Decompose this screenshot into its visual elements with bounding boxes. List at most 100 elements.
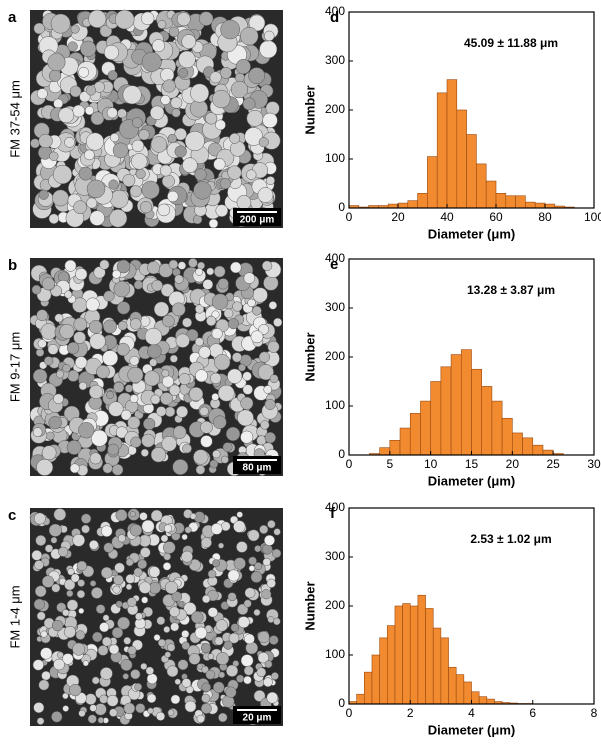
- particle: [175, 333, 190, 348]
- bar: [379, 447, 391, 456]
- particle: [141, 433, 155, 448]
- x-axis-label: Diameter (μm): [428, 226, 515, 241]
- particle: [240, 654, 254, 667]
- particle: [195, 304, 205, 314]
- particle: [213, 158, 226, 171]
- particle: [107, 70, 118, 81]
- particle: [85, 85, 97, 96]
- bar: [522, 437, 534, 456]
- bar: [356, 693, 365, 705]
- particle: [194, 168, 207, 181]
- particle: [93, 266, 106, 279]
- particle: [74, 356, 88, 369]
- bar: [485, 180, 497, 209]
- particle: [41, 670, 51, 681]
- particle: [116, 259, 131, 274]
- bar: [455, 674, 465, 705]
- particle: [238, 363, 246, 372]
- particle: [106, 694, 119, 707]
- particle: [261, 260, 273, 271]
- x-tick-label: 100: [584, 210, 601, 224]
- particle: [56, 370, 65, 379]
- particle: [78, 422, 95, 439]
- particle: [110, 189, 129, 209]
- bar: [463, 681, 472, 705]
- x-tick-label: 8: [591, 706, 598, 720]
- particle: [259, 524, 269, 534]
- particle: [69, 85, 82, 98]
- particle: [84, 693, 97, 705]
- bar: [525, 201, 536, 209]
- particle: [200, 703, 212, 714]
- particle: [267, 616, 275, 623]
- particle: [141, 519, 155, 533]
- particle: [247, 298, 256, 308]
- particle: [88, 9, 107, 28]
- particle: [103, 290, 115, 302]
- particle: [201, 682, 211, 693]
- bar: [436, 92, 448, 209]
- particle: [127, 416, 141, 430]
- particle: [211, 293, 229, 310]
- particle: [227, 165, 242, 180]
- particle: [263, 275, 279, 291]
- particle: [53, 393, 64, 405]
- particle: [200, 435, 213, 448]
- particle: [85, 297, 100, 312]
- scale-bar-label: 80 μm: [243, 463, 272, 474]
- particle: [112, 269, 121, 279]
- particle: [120, 409, 132, 421]
- particle: [206, 315, 217, 326]
- particle: [178, 50, 196, 69]
- particle: [253, 609, 261, 616]
- particle: [66, 439, 82, 455]
- particle: [250, 571, 263, 583]
- particle: [242, 384, 253, 395]
- particle: [49, 151, 59, 161]
- particle: [84, 106, 95, 116]
- bar: [432, 627, 442, 705]
- particle: [161, 174, 175, 188]
- particle: [106, 107, 118, 119]
- bar: [486, 698, 495, 705]
- particle: [195, 465, 206, 475]
- particle: [162, 541, 176, 554]
- particle: [205, 112, 218, 125]
- particle: [267, 340, 280, 353]
- y-tick-label: 0: [338, 447, 345, 461]
- particle: [40, 647, 53, 660]
- particle: [240, 26, 259, 46]
- particle: [135, 703, 146, 714]
- particle: [246, 169, 257, 180]
- particle: [188, 652, 201, 665]
- particle: [262, 557, 271, 567]
- particle: [91, 587, 103, 599]
- side-label: FM 9-17 μm: [7, 332, 22, 402]
- particle: [52, 189, 69, 207]
- bar: [430, 381, 442, 456]
- particle: [117, 616, 130, 630]
- particle: [174, 145, 187, 158]
- particle: [33, 598, 46, 610]
- x-tick-label: 2: [407, 706, 414, 720]
- x-tick-label: 0: [346, 706, 353, 720]
- particle: [176, 405, 189, 418]
- particle: [264, 431, 276, 444]
- particle: [78, 607, 85, 614]
- y-tick-label: 200: [325, 102, 345, 116]
- particle: [67, 568, 75, 576]
- particle: [129, 185, 142, 198]
- particle: [62, 653, 74, 665]
- bar: [440, 366, 452, 456]
- x-tick-label: 0: [346, 457, 353, 471]
- particle: [153, 301, 170, 317]
- x-tick-label: 5: [386, 457, 393, 471]
- particle: [129, 355, 140, 366]
- particle: [210, 523, 223, 535]
- panel-label: c: [8, 507, 16, 524]
- particle: [167, 190, 179, 203]
- particle: [218, 671, 226, 679]
- particle: [59, 323, 75, 339]
- bar: [402, 603, 411, 705]
- particle: [157, 203, 171, 217]
